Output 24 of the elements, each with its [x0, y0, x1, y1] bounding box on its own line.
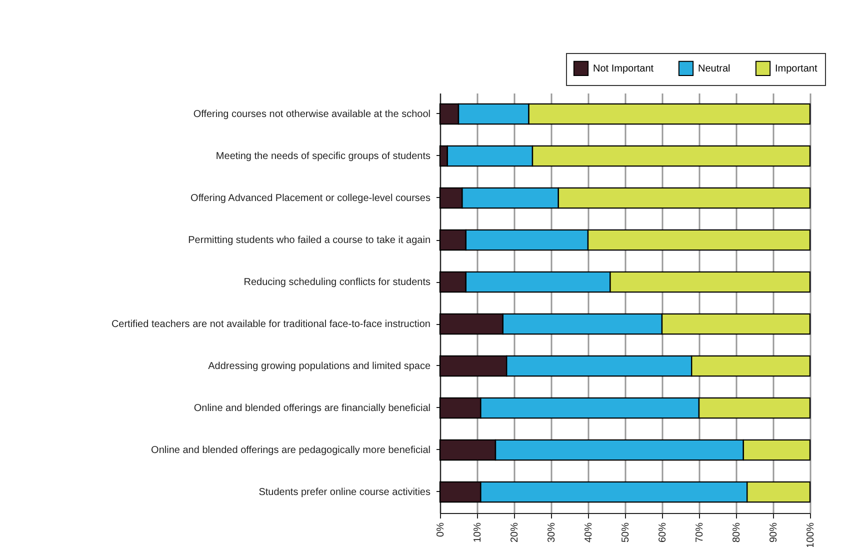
y-tick-label: Permitting students who failed a course to take it again: [188, 235, 430, 246]
y-tick-label: Meeting the needs of specific groups of students: [216, 151, 430, 162]
y-tick-label: Online and blended offerings are financially beneficial: [194, 403, 430, 414]
y-tick-label: Students prefer online course activities: [258, 487, 430, 498]
x-tick-label: 30%: [546, 522, 558, 543]
x-tick-label: 90%: [768, 522, 780, 543]
x-tick-label: 10%: [472, 522, 484, 543]
legend-label: Not Important: [593, 63, 654, 74]
x-tick-label: 60%: [658, 522, 668, 543]
y-tick-label: Online and blended offerings are pedagogically more beneficial: [151, 445, 430, 456]
x-tick-label: 80%: [732, 522, 742, 543]
y-tick-label: Reducing scheduling conflicts for students: [244, 277, 430, 288]
legend-label: Neutral: [698, 63, 730, 74]
legend-label: Important: [775, 63, 818, 74]
x-tick-label: 100%: [806, 522, 816, 547]
x-tick-label: 50%: [620, 522, 632, 543]
y-tick-label: Certified teachers are not available for traditional face-to-face instruction: [111, 319, 430, 330]
y-tick-label: Addressing growing populations and limited space: [208, 361, 431, 372]
x-tick-label: 20%: [510, 522, 520, 543]
x-tick-label: 40%: [584, 522, 594, 543]
y-tick-label: Offering Advanced Placement or college-level courses: [190, 193, 430, 204]
y-tick-label: Offering courses not otherwise available at the school: [193, 109, 430, 120]
x-tick-label: 0%: [436, 522, 446, 537]
x-tick-label: 70%: [694, 522, 706, 543]
